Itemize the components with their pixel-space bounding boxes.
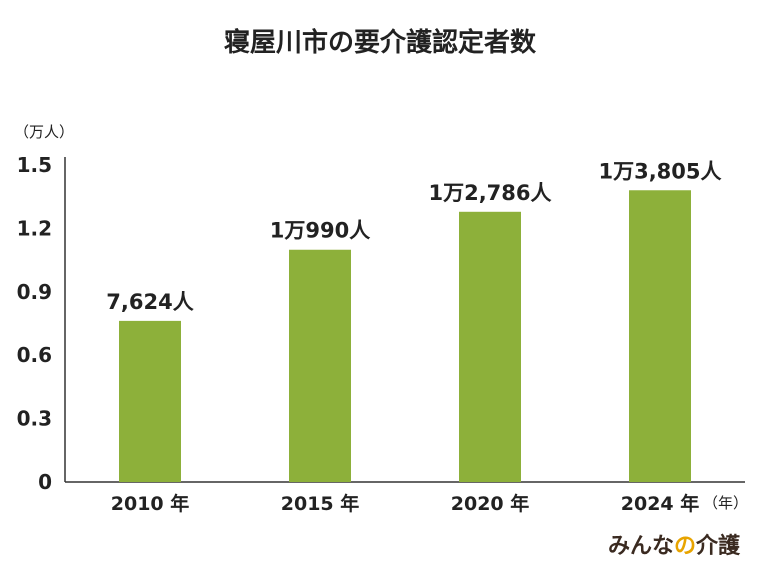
y-axis-unit-label: （万人） bbox=[14, 123, 74, 141]
chart-title: 寝屋川市の要介護認定者数 bbox=[223, 28, 536, 58]
brand-logo: みんなの介護 bbox=[608, 528, 740, 560]
bar bbox=[459, 211, 521, 483]
data-label: 1万990人 bbox=[270, 219, 370, 243]
brand-logo-part1: みんな bbox=[607, 534, 674, 559]
y-tick-label: 0.9 bbox=[17, 280, 52, 304]
x-tick-label: 2015 年 bbox=[281, 492, 360, 515]
x-tick-label: 2024 年 bbox=[621, 492, 700, 515]
brand-logo-part2: の bbox=[673, 534, 696, 559]
x-tick-label: 2010 年 bbox=[111, 492, 190, 515]
bar bbox=[119, 320, 181, 482]
data-label: 1万3,805人 bbox=[598, 159, 721, 183]
data-label: 7,624人 bbox=[106, 290, 193, 314]
data-label: 1万2,786人 bbox=[428, 181, 551, 205]
y-tick-label: 0.3 bbox=[17, 407, 52, 431]
y-tick-label: 0 bbox=[38, 470, 52, 494]
brand-logo-part3: 介護 bbox=[695, 534, 740, 559]
x-axis-unit-label: （年） bbox=[703, 494, 748, 512]
bar bbox=[289, 249, 351, 482]
y-tick-label: 1.2 bbox=[17, 216, 52, 240]
y-tick-label: 0.6 bbox=[17, 343, 52, 367]
bar bbox=[629, 190, 691, 482]
y-tick-label: 1.5 bbox=[17, 153, 52, 177]
x-tick-label: 2020 年 bbox=[451, 492, 530, 515]
